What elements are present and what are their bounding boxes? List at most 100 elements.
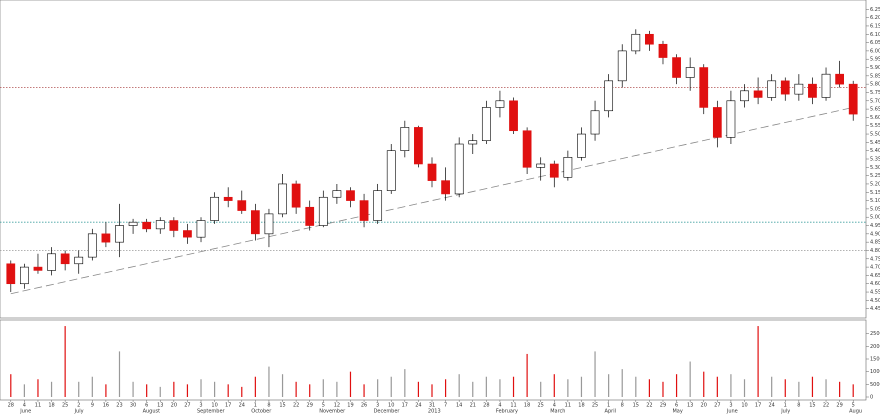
x-tick-label: 24: [239, 403, 245, 409]
candle-body: [386, 150, 396, 191]
candle-body: [685, 67, 695, 78]
month-label: July: [780, 409, 790, 415]
candle-body: [6, 263, 16, 285]
x-tick-label: 20: [171, 403, 177, 409]
volume-bar: [349, 371, 352, 397]
candle-body: [305, 206, 315, 226]
volume-bar: [798, 381, 800, 397]
x-tick-label: 17: [755, 403, 761, 409]
y-tick-label: 6.15: [870, 23, 880, 29]
volume-bar: [485, 376, 487, 397]
y-tick-label: 5.40: [870, 148, 880, 154]
x-tick-label: 6: [145, 403, 148, 409]
x-tick-label: 29: [660, 403, 666, 409]
candle-body: [549, 163, 559, 178]
candle-body: [264, 213, 274, 235]
volume-bar: [580, 376, 583, 397]
candle-body: [373, 190, 383, 221]
volume-bar: [743, 379, 746, 397]
x-tick-label: 17: [402, 403, 408, 409]
y-tick-label: 5.95: [870, 57, 880, 63]
volume-bar: [159, 386, 161, 397]
y-tick-label: 5.80: [870, 82, 880, 88]
x-tick-label: 9: [91, 403, 94, 409]
volume-bar: [173, 381, 175, 397]
candle-body: [658, 43, 668, 58]
volume-bar: [811, 376, 814, 397]
y-tick-label: 4.65: [870, 273, 880, 279]
candle-body: [441, 180, 450, 195]
volume-bar: [254, 376, 256, 397]
candle-body: [726, 100, 736, 138]
month-label: May: [672, 409, 682, 415]
month-label: August: [143, 409, 161, 415]
candle-body: [142, 221, 152, 230]
volume-bar: [377, 379, 379, 397]
x-tick-label: 10: [741, 403, 747, 409]
volume-bar: [363, 384, 365, 397]
volume-tick-label: 20000: [870, 344, 880, 350]
x-tick-label: 18: [578, 403, 584, 409]
candle-body: [74, 256, 84, 265]
candle-body: [495, 100, 505, 108]
candle-body: [237, 200, 247, 211]
candle-body: [196, 220, 206, 238]
candle-body: [604, 80, 614, 112]
volume-bar: [472, 381, 474, 397]
volume-bar: [417, 381, 420, 397]
y-tick-label: 5.60: [870, 115, 880, 121]
x-tick-label: 12: [334, 403, 340, 409]
x-tick-label: 11: [565, 403, 571, 409]
x-tick-label: 29: [307, 403, 313, 409]
y-tick-label: 5.75: [870, 90, 880, 96]
x-tick-label: 5: [852, 403, 855, 409]
y-tick-label: 5.25: [870, 173, 880, 179]
x-tick-label: 27: [184, 403, 190, 409]
y-tick-label: 5.45: [870, 140, 880, 146]
volume-tick-label: 10000: [870, 369, 880, 375]
candle-body: [278, 183, 287, 215]
volume-bar: [648, 379, 650, 397]
y-tick-label: 6.00: [870, 48, 880, 54]
volume-bar: [757, 326, 759, 397]
candle-body: [414, 127, 423, 165]
month-label: February: [496, 409, 518, 415]
candle-body: [60, 253, 70, 265]
y-tick-label: 4.75: [870, 256, 880, 262]
volume-tick-label: 25000: [870, 331, 880, 337]
candle-body: [536, 163, 546, 168]
month-label: June: [726, 409, 738, 415]
volume-panel: [0, 319, 867, 401]
x-tick-label: 24: [415, 403, 421, 409]
volume-bar: [200, 379, 202, 397]
x-tick-label: 22: [823, 403, 829, 409]
month-label: October: [251, 409, 272, 415]
x-tick-label: 7: [444, 403, 447, 409]
volume-bar: [540, 381, 542, 397]
candle-body: [210, 196, 219, 221]
volume-bar: [594, 351, 596, 397]
x-tick-label: 21: [470, 403, 476, 409]
x-tick-label: 31: [429, 403, 435, 409]
candle-body: [808, 83, 817, 98]
y-tick-label: 5.85: [870, 73, 880, 79]
volume-bar: [621, 369, 623, 397]
month-label: September: [197, 409, 226, 415]
volume-bar: [567, 379, 569, 397]
volume-bar: [132, 381, 134, 397]
x-tick-label: 24: [768, 403, 774, 409]
volume-tick-label: 15000: [870, 357, 880, 363]
x-tick-label: 16: [103, 403, 109, 409]
x-tick-label: 22: [293, 403, 299, 409]
x-tick-label: 29: [836, 403, 842, 409]
x-tick-label: 11: [35, 403, 41, 409]
volume-tick-label: 5000: [870, 382, 880, 388]
candle-body: [169, 220, 179, 231]
candle-body: [427, 163, 437, 181]
volume-bar: [675, 374, 678, 397]
x-tick-label: 10: [211, 403, 217, 409]
candle-body: [128, 221, 138, 226]
y-tick-label: 4.50: [870, 298, 880, 304]
y-tick-label: 5.30: [870, 165, 880, 171]
